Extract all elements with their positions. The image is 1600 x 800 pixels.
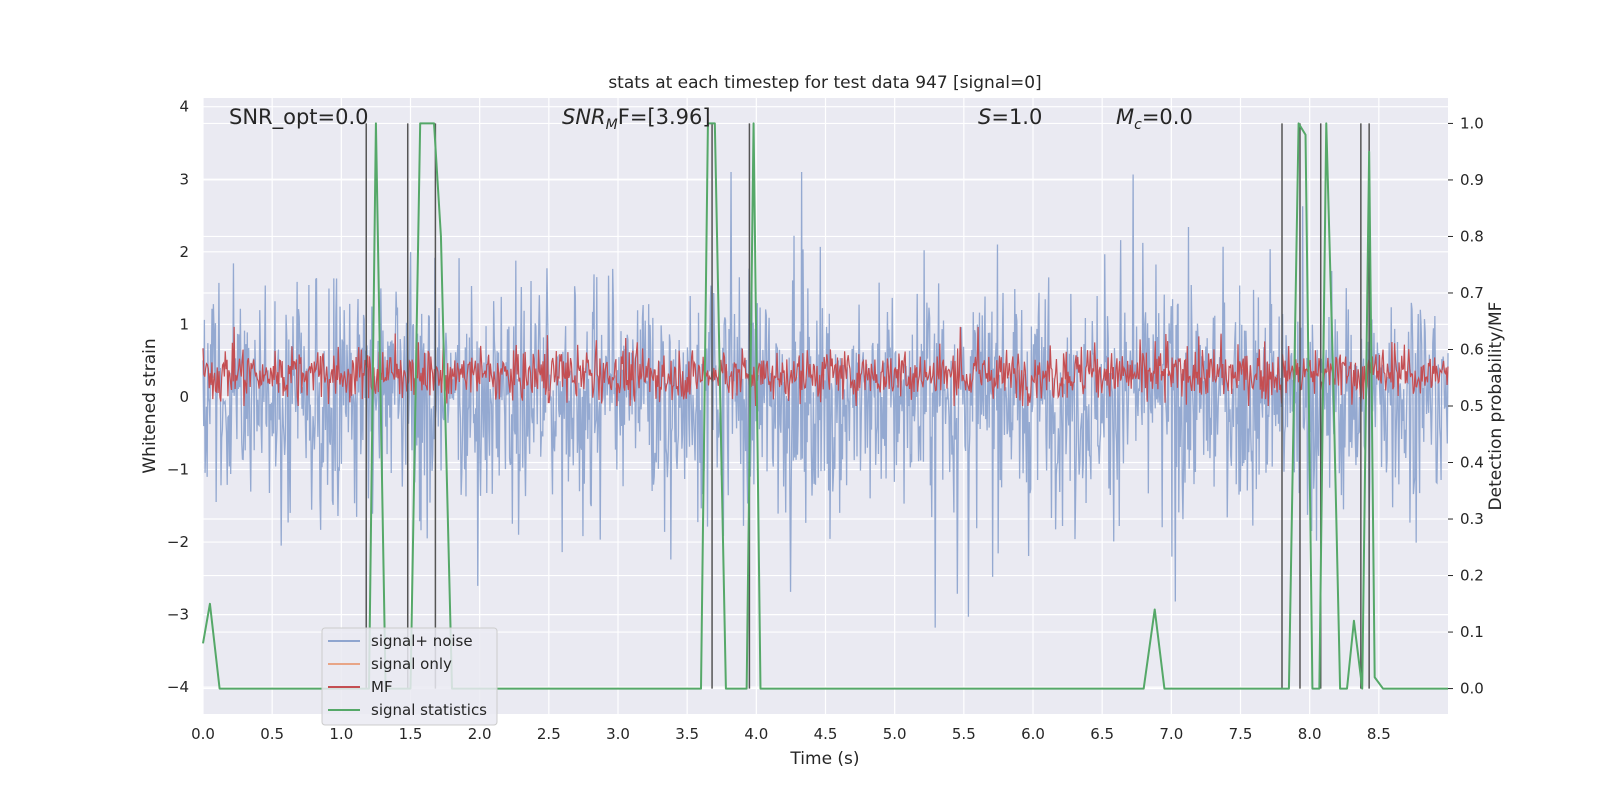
- x-tick-label: 8.5: [1367, 725, 1391, 743]
- x-tick-label: 8.0: [1298, 725, 1322, 743]
- right-y-tick-label: 0.3: [1460, 510, 1484, 528]
- x-tick-label: 7.0: [1159, 725, 1183, 743]
- left-y-tick-label: −2: [167, 533, 189, 551]
- x-tick-label: 7.5: [1229, 725, 1253, 743]
- x-tick-label: 1.5: [399, 725, 423, 743]
- right-y-axis-label: Detection probability/MF: [1486, 302, 1506, 511]
- annotation-mc-sub: c: [1134, 117, 1142, 133]
- x-tick-label: 2.5: [537, 725, 561, 743]
- right-y-tick-label: 0.5: [1460, 397, 1484, 415]
- annotation-snr-mf-sub: M: [606, 117, 618, 133]
- annotation-snr-mf: SNRMF=[3.96]: [562, 105, 711, 133]
- chart-title: stats at each timestep for test data 947…: [608, 73, 1041, 93]
- signal-noise-line: [202, 172, 1449, 628]
- right-y-tick-labels: 1.0 0.9 0.8 0.7 0.6 0.5 0.4 0.3 0.2 0.1 0.0: [1448, 114, 1484, 698]
- legend-label: signal+ noise: [371, 632, 473, 650]
- legend-item-mf: MF: [328, 678, 393, 696]
- legend-item-signal-noise: signal+ noise: [328, 632, 473, 650]
- annotation-s-main: S: [978, 105, 991, 129]
- annotation-mc-main: M: [1116, 105, 1134, 129]
- left-y-tick-label: 1: [179, 315, 189, 333]
- x-tick-label: 4.5: [814, 725, 838, 743]
- annotation-snr-mf-main: SNR: [562, 105, 606, 129]
- right-y-tick-label: 0.2: [1460, 567, 1484, 585]
- left-y-tick-label: −1: [167, 460, 189, 478]
- x-tick-label: 2.0: [468, 725, 492, 743]
- legend-box: [321, 627, 498, 726]
- series-mf: [202, 326, 1449, 407]
- legend-item-signal-only: signal only: [328, 655, 452, 673]
- x-tick-label: 0.5: [260, 725, 284, 743]
- right-y-tick-label: 0.1: [1460, 623, 1484, 641]
- legend-label: signal only: [371, 655, 452, 673]
- annotation-snr-mf-rest: F=[3.96]: [618, 105, 711, 129]
- series-signal-statistics: [202, 122, 1448, 690]
- right-y-tick-label: 1.0: [1460, 114, 1484, 132]
- annotation-mc-rest: =0.0: [1142, 105, 1193, 129]
- left-y-tick-label: 4: [179, 98, 189, 116]
- x-tick-label: 6.5: [1090, 725, 1114, 743]
- series-signal-noise: [202, 172, 1449, 628]
- x-tick-label: 4.0: [744, 725, 768, 743]
- legend-item-signal-statistics: signal statistics: [328, 701, 487, 719]
- annotation-s-rest: =1.0: [991, 105, 1042, 129]
- x-tick-label: 5.0: [883, 725, 907, 743]
- legend: signal+ noise signal only MF signal stat…: [321, 627, 498, 726]
- mf-line: [202, 326, 1449, 407]
- x-tick-label: 3.0: [606, 725, 630, 743]
- annotation-s: S=1.0: [978, 105, 1042, 129]
- left-y-tick-labels: 4 3 2 1 0 −1 −2 −3 −4: [167, 98, 189, 696]
- x-tick-label: 5.5: [952, 725, 976, 743]
- right-y-tick-label: 0.8: [1460, 227, 1484, 245]
- legend-label: MF: [371, 678, 393, 696]
- left-y-tick-label: 2: [179, 243, 189, 261]
- right-y-tick-label: 0.0: [1460, 680, 1484, 698]
- left-y-tick-label: 0: [179, 388, 189, 406]
- x-tick-label: 6.0: [1021, 725, 1045, 743]
- right-y-tick-label: 0.7: [1460, 284, 1484, 302]
- left-y-tick-label: 3: [179, 170, 189, 188]
- annotation-snr-opt: SNR_opt=0.0: [229, 105, 369, 130]
- x-tick-label: 0.0: [191, 725, 215, 743]
- x-axis-label: Time (s): [789, 749, 859, 769]
- annotation-mc: Mc=0.0: [1116, 105, 1193, 133]
- left-y-axis-label: Whitened strain: [140, 338, 160, 473]
- left-y-tick-label: −4: [167, 678, 189, 696]
- legend-label: signal statistics: [371, 701, 487, 719]
- x-tick-label: 1.0: [329, 725, 353, 743]
- signal-statistics-line: [202, 122, 1448, 690]
- right-y-tick-label: 0.6: [1460, 340, 1484, 358]
- x-tick-labels: 0.0 0.5 1.0 1.5 2.0 2.5 3.0 3.5 4.0 4.5 5.0 5.5 6.0 6…: [191, 725, 1391, 743]
- x-tick-label: 3.5: [675, 725, 699, 743]
- right-y-tick-label: 0.9: [1460, 171, 1484, 189]
- left-y-tick-label: −3: [167, 606, 189, 624]
- right-y-tick-label: 0.4: [1460, 454, 1484, 472]
- left-y-gridlines: [203, 106, 1448, 688]
